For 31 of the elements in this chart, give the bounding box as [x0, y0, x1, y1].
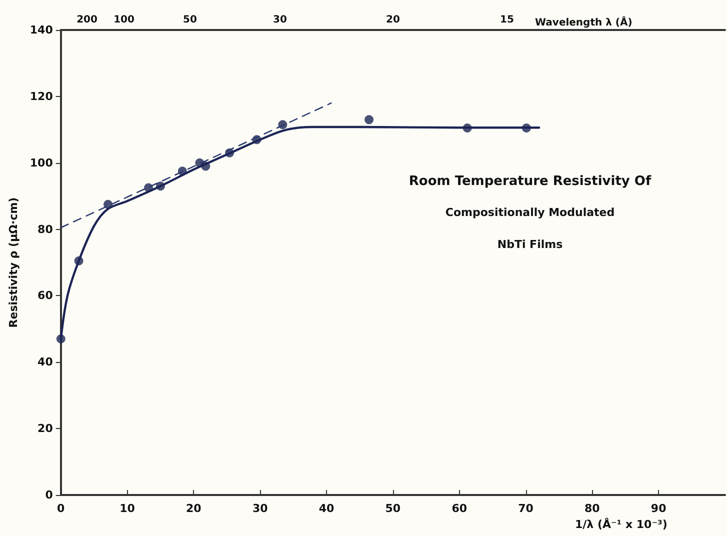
x-tick-label: 60	[452, 502, 468, 515]
y-tick-label: 140	[30, 24, 54, 36]
annotation: Room Temperature Resistivity Of	[408, 174, 652, 189]
annotation: Compositionally Modulated	[445, 206, 615, 219]
y-tick-label: 60	[38, 289, 54, 302]
y-tick-label: 80	[38, 222, 54, 236]
x-tick-label: 30	[252, 502, 268, 515]
x-tick-label: 40	[318, 502, 335, 515]
x-axis-title: 1/λ (Å⁻¹ x 10⁻³)	[575, 517, 668, 531]
point	[364, 115, 374, 124]
y-tick-label: 100	[30, 156, 54, 170]
y-tick-label: 120	[30, 90, 54, 103]
text: 100	[114, 14, 134, 26]
annotation: NbTi Films	[497, 238, 564, 251]
text: 30	[273, 14, 287, 26]
x-tick-label: 90	[650, 502, 667, 515]
x-tick-label: 70	[518, 502, 534, 515]
x-tick-label: 80	[584, 502, 600, 515]
x-tick-label: 0	[57, 502, 66, 515]
text: 15	[500, 14, 514, 26]
y-axis-title: Resistivity ρ (μΩ·cm)	[7, 197, 20, 328]
x-tick-label: 50	[385, 502, 401, 515]
x-tick-label: 20	[186, 502, 202, 515]
x-tick-label: 10	[120, 502, 136, 515]
text: 50	[183, 14, 197, 26]
y-tick-label: 20	[38, 422, 54, 436]
x2-axis-title: Wavelength λ (Å)	[535, 16, 632, 28]
y-tick-label: 0	[45, 488, 54, 502]
text: 20	[386, 14, 400, 26]
y-tick-label: 40	[38, 356, 54, 369]
text: 200	[76, 14, 98, 26]
